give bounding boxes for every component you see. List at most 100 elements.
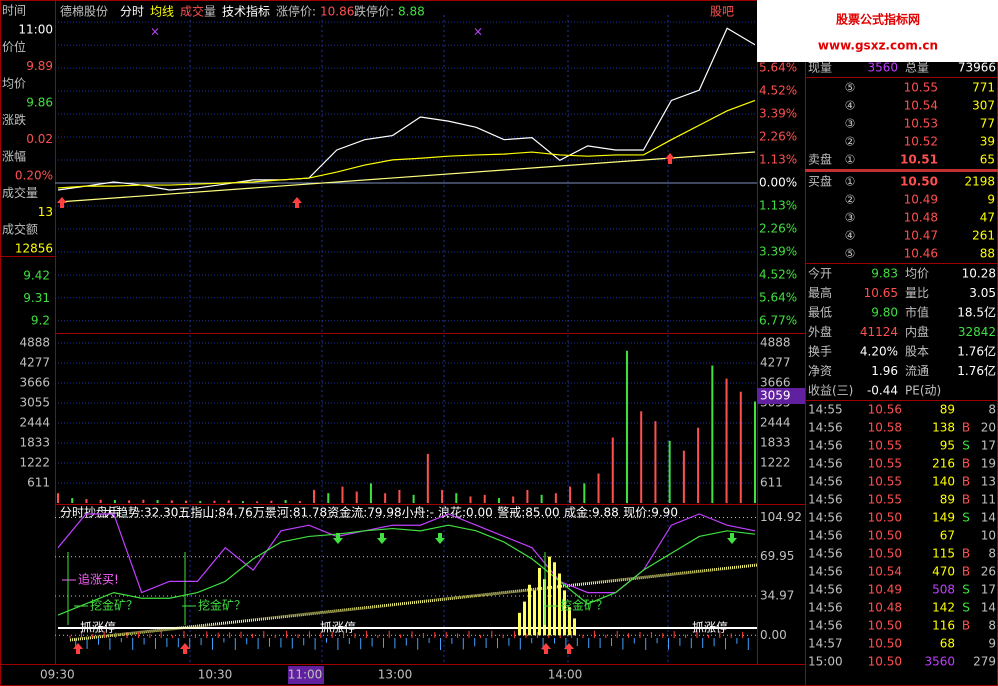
flow-column — [573, 618, 576, 636]
tick-vol: 216 — [932, 457, 955, 471]
volume-bar — [185, 500, 188, 503]
volume-bar — [426, 453, 429, 503]
flow-column — [548, 556, 551, 636]
volume-bar — [597, 473, 600, 503]
volume-bar — [625, 350, 628, 503]
y2-tick-label: 1833 — [760, 435, 791, 449]
y-tick-label: 69.95 — [760, 549, 794, 563]
book-separator — [805, 169, 998, 172]
volume-bar — [682, 450, 685, 503]
volume-bar — [369, 483, 372, 503]
signal-arrow — [180, 643, 190, 654]
info-value: 0.02 — [26, 132, 53, 146]
tick-vol: 470 — [932, 565, 955, 579]
tick-price: 10.55 — [868, 457, 902, 471]
tick-time: 14:56 — [808, 439, 843, 453]
annotation: 抓涨停 — [80, 620, 116, 635]
tick-side: B — [962, 547, 970, 561]
time-highlight — [288, 666, 324, 684]
info-label: 均价 — [2, 77, 26, 91]
y-tick-label: 1833 — [19, 435, 50, 449]
tab: 均线 — [150, 5, 174, 19]
forum-link[interactable]: 股吧 — [710, 5, 734, 19]
y2-tick-label: 4.52% — [759, 267, 797, 281]
tick-time: 15:00 — [808, 655, 843, 669]
y2-tick-label: 2.26% — [759, 129, 797, 143]
y2-tick-label: 4888 — [760, 335, 791, 349]
info-label: 涨跌 — [2, 112, 26, 127]
book-level: ③ — [845, 211, 856, 225]
tick-time: 14:56 — [808, 457, 843, 471]
book-side: 卖盘 — [808, 152, 832, 167]
volume-bar — [497, 498, 500, 503]
volume-bar — [199, 501, 202, 503]
volume-bar — [725, 378, 728, 503]
y-tick-label: 104.92 — [760, 510, 802, 524]
book-side: 买盘 — [808, 174, 832, 189]
indicator-header: 警戒:85.00 — [497, 505, 559, 520]
signal-arrow — [665, 153, 675, 164]
tick-price: 10.55 — [868, 439, 902, 453]
time-label: 11:00 — [288, 668, 323, 682]
tick-vol: 3560 — [924, 655, 955, 669]
stat-label: 最高 — [808, 285, 832, 300]
book-vol: 261 — [972, 229, 995, 243]
volume-bar — [113, 500, 116, 503]
tick-vol: 116 — [932, 619, 955, 633]
tick-price: 10.55 — [868, 475, 902, 489]
tick-price: 10.50 — [868, 529, 902, 543]
watermark-url: www.gsxz.com.cn — [818, 39, 938, 53]
info-value: 11:00 — [18, 23, 53, 37]
book-price: 10.46 — [904, 247, 938, 261]
tab: 技术指标 — [222, 4, 270, 19]
book-vol: 47 — [980, 211, 995, 225]
info-label: 成交额 — [2, 222, 38, 237]
tick-count: 11 — [981, 493, 996, 507]
stat-value: 32842 — [958, 325, 996, 339]
stat-value: 1.76亿 — [957, 363, 996, 378]
tick-price: 10.50 — [868, 655, 902, 669]
book-level: ⑤ — [845, 81, 856, 95]
info-value: 13 — [38, 205, 53, 219]
volume-bar — [654, 421, 657, 503]
tick-time: 14:56 — [808, 529, 843, 543]
cursor-volume: 3059 — [760, 389, 791, 403]
volume-bar — [412, 494, 415, 503]
tick-price: 10.58 — [868, 421, 902, 435]
tick-side: S — [962, 601, 970, 615]
book-price: 10.53 — [904, 117, 938, 131]
tick-time: 14:56 — [808, 565, 843, 579]
flow-column — [563, 590, 566, 636]
info-label: 价位 — [2, 39, 26, 54]
tick-count: 26 — [981, 565, 996, 579]
tick-side: B — [962, 619, 970, 633]
tab: 量 — [204, 5, 216, 19]
tick-count: 14 — [981, 511, 996, 525]
book-price: 10.51 — [900, 153, 938, 167]
tick-vol: 89 — [940, 403, 955, 417]
stock-name: 德棉股份 — [60, 4, 108, 19]
stat-value: -0.44 — [867, 384, 898, 398]
info-label: 时间 — [2, 4, 26, 18]
y-tick-label: 0.00 — [760, 628, 787, 642]
volume-bar — [540, 494, 543, 503]
flow-column — [538, 567, 541, 636]
cursor-box — [757, 388, 805, 404]
tick-count: 13 — [981, 475, 996, 489]
volume-bar — [483, 494, 486, 503]
stat-label: 今开 — [808, 266, 832, 281]
volume-bar — [227, 500, 230, 503]
marker: × — [150, 25, 160, 39]
tick-price: 10.50 — [868, 637, 902, 651]
info-value: 0.20% — [15, 169, 53, 183]
indicator-header: 成金:9.88 — [564, 505, 619, 520]
label: 总量 — [905, 61, 929, 75]
stat-value: 41124 — [860, 325, 898, 339]
book-vol: 2198 — [964, 175, 995, 189]
tick-time: 14:55 — [808, 403, 843, 417]
book-price: 10.52 — [904, 135, 938, 149]
indicator-header: 分时抄盘手 — [60, 505, 120, 520]
indicator-header: 五指山:84.76 — [178, 505, 252, 520]
tick-price: 10.50 — [868, 619, 902, 633]
